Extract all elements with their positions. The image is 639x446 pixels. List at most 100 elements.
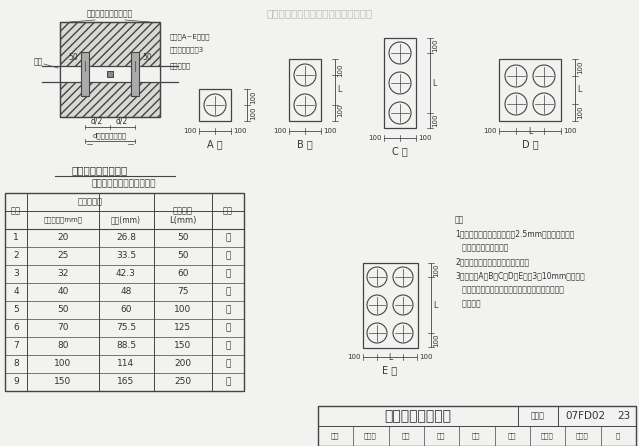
Text: 1: 1: [13, 234, 19, 243]
Text: 50: 50: [58, 306, 69, 314]
Text: 50: 50: [68, 54, 78, 62]
Text: L(mm): L(mm): [169, 215, 197, 224]
Bar: [81, 52, 89, 96]
Text: －: －: [226, 342, 231, 351]
Text: 100: 100: [484, 128, 497, 134]
Text: 100: 100: [54, 359, 72, 368]
Text: 公称直径（mm）: 公称直径（mm）: [43, 217, 82, 223]
Text: 锌钢板，与热镀锌钢管及面焊接，同时应与结构钢: 锌钢板，与热镀锌钢管及面焊接，同时应与结构钢: [455, 285, 564, 294]
Text: L: L: [432, 78, 436, 87]
Text: 114: 114: [118, 359, 135, 368]
Text: 75: 75: [177, 288, 189, 297]
Text: 审核: 审核: [331, 433, 339, 439]
Text: 40: 40: [58, 288, 68, 297]
Text: 1．穿墙管应采用壁厚不小于2.5mm的热镀锌钢管，: 1．穿墙管应采用壁厚不小于2.5mm的热镀锌钢管，: [455, 229, 574, 238]
Text: 100: 100: [183, 128, 197, 134]
Text: 热镀锌钢管: 热镀锌钢管: [77, 198, 102, 206]
Text: －: －: [226, 252, 231, 260]
Text: 5: 5: [13, 306, 19, 314]
Text: d（密闭墙厚度）: d（密闭墙厚度）: [93, 132, 127, 139]
Text: 100: 100: [233, 128, 247, 134]
Bar: [60, 22, 160, 117]
Text: 100: 100: [432, 113, 438, 127]
Text: 32: 32: [58, 269, 68, 278]
Text: 8: 8: [13, 359, 19, 368]
Bar: [60, 66, 160, 82]
Text: －: －: [226, 288, 231, 297]
Text: 标准员: 标准员: [364, 433, 377, 439]
Text: 200: 200: [174, 359, 192, 368]
Text: 20: 20: [58, 234, 68, 243]
Text: 33.5: 33.5: [116, 252, 136, 260]
Bar: [131, 52, 139, 96]
Text: 4: 4: [13, 288, 19, 297]
Text: 88.5: 88.5: [116, 342, 136, 351]
Text: B 型: B 型: [297, 139, 313, 149]
Text: 注：: 注：: [455, 215, 465, 224]
Text: 热镀锌钢管: 热镀锌钢管: [170, 63, 191, 69]
Text: 100: 100: [369, 135, 382, 141]
Text: C 型: C 型: [392, 146, 408, 156]
Text: 9: 9: [13, 377, 19, 387]
Text: 穿墙管密闭肋示意图: 穿墙管密闭肋示意图: [72, 165, 128, 175]
Text: 100: 100: [433, 333, 439, 347]
Text: 100: 100: [432, 38, 438, 52]
Text: L: L: [337, 86, 341, 95]
Text: 3．密闭肋A、B、C、D、E型为3～10mm厚的热镀: 3．密闭肋A、B、C、D、E型为3～10mm厚的热镀: [455, 271, 585, 280]
Text: 100: 100: [433, 263, 439, 277]
Text: 页: 页: [615, 433, 620, 439]
Text: A 型: A 型: [207, 139, 223, 149]
Text: 100: 100: [337, 63, 343, 77]
Text: 50: 50: [142, 54, 152, 62]
Text: －: －: [226, 377, 231, 387]
Text: 50: 50: [177, 234, 189, 243]
Text: E 型: E 型: [382, 365, 397, 375]
Text: L: L: [528, 127, 532, 136]
Text: 筋焊牢。: 筋焊牢。: [455, 299, 481, 308]
Text: 165: 165: [118, 377, 135, 387]
Text: 250: 250: [174, 377, 192, 387]
Bar: [289, 59, 321, 121]
Text: 张红英: 张红英: [541, 433, 553, 439]
Bar: [60, 22, 160, 117]
Text: 6: 6: [13, 323, 19, 333]
Text: 100: 100: [577, 60, 583, 74]
Text: L: L: [433, 301, 437, 310]
Text: 42.3: 42.3: [116, 269, 136, 278]
Text: d/2: d/2: [116, 116, 128, 125]
Text: 图集号: 图集号: [531, 412, 545, 421]
Text: 100: 100: [273, 128, 287, 134]
Text: 校对: 校对: [401, 433, 410, 439]
Text: 宁花: 宁花: [472, 433, 481, 439]
Text: 管道数量由设计确定。: 管道数量由设计确定。: [455, 243, 509, 252]
Text: 07FD02: 07FD02: [565, 411, 605, 421]
Text: 26.8: 26.8: [116, 234, 136, 243]
Bar: [363, 263, 418, 348]
Bar: [499, 59, 561, 121]
Text: L: L: [577, 86, 581, 95]
Text: 23: 23: [617, 411, 631, 421]
Text: 80: 80: [58, 342, 69, 351]
Text: 100: 100: [337, 103, 343, 117]
Text: 备注: 备注: [223, 206, 233, 215]
Text: 密闭肋材料见注3: 密闭肋材料见注3: [170, 47, 204, 54]
Text: －: －: [226, 359, 231, 368]
Bar: [5, 193, 244, 391]
Text: d/2: d/2: [91, 116, 103, 125]
Text: 100: 100: [563, 128, 576, 134]
Text: 100: 100: [348, 354, 361, 360]
Text: D 型: D 型: [521, 139, 538, 149]
Text: 48: 48: [120, 288, 132, 297]
Text: 张仁英: 张仁英: [576, 433, 589, 439]
Text: 焊接: 焊接: [33, 58, 43, 66]
Text: －: －: [226, 234, 231, 243]
Text: 100: 100: [174, 306, 192, 314]
Text: －: －: [226, 306, 231, 314]
Text: －: －: [226, 323, 231, 333]
Text: 外径(mm): 外径(mm): [111, 215, 141, 224]
Text: 序号: 序号: [11, 206, 21, 215]
Bar: [318, 406, 636, 446]
Bar: [199, 89, 231, 121]
Bar: [107, 71, 113, 77]
Text: L: L: [388, 352, 392, 362]
